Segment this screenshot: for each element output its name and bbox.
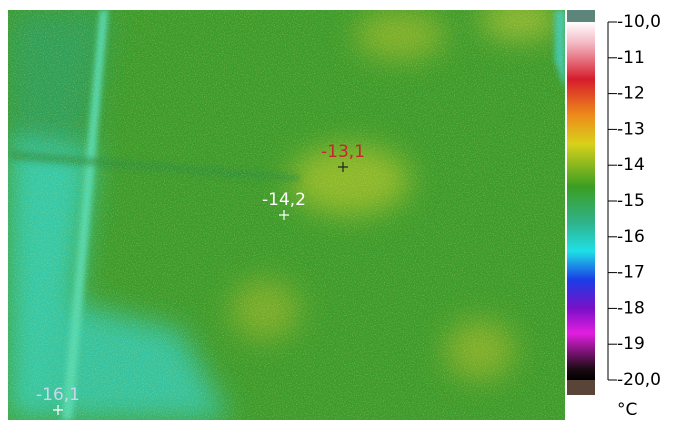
spot-label: -13,1 bbox=[321, 142, 365, 162]
scale-label: -18 bbox=[617, 298, 645, 318]
scale-label: -11 bbox=[617, 48, 645, 68]
scale-label: -10,0 bbox=[617, 12, 661, 32]
scale-label: -13 bbox=[617, 119, 645, 139]
scale-cap-top bbox=[567, 10, 595, 22]
scale-label: -12 bbox=[617, 84, 645, 104]
scale-label: -16 bbox=[617, 227, 645, 247]
scale-label: -20,0 bbox=[617, 370, 661, 390]
unit: °C bbox=[617, 400, 637, 420]
thermal-image bbox=[8, 0, 565, 420]
scale-label: -14 bbox=[617, 155, 645, 175]
thermal-svg: -10,0 -11 -12 -13 -14 -15 -16 -17 -18 -19 -20,0 °C… bbox=[0, 0, 678, 421]
spot-label: -14,2 bbox=[262, 190, 306, 210]
scale-label: -19 bbox=[617, 334, 645, 354]
scale-label: -15 bbox=[617, 191, 645, 211]
spot-label: -16,1 bbox=[36, 385, 80, 405]
thermal-view: -10,0 -11 -12 -13 -14 -15 -16 -17 -18 -19 -20,0 °C… bbox=[0, 0, 678, 421]
color-bar bbox=[567, 22, 595, 380]
scale-cap-bottom bbox=[567, 380, 595, 395]
scale-label: -17 bbox=[617, 263, 645, 283]
